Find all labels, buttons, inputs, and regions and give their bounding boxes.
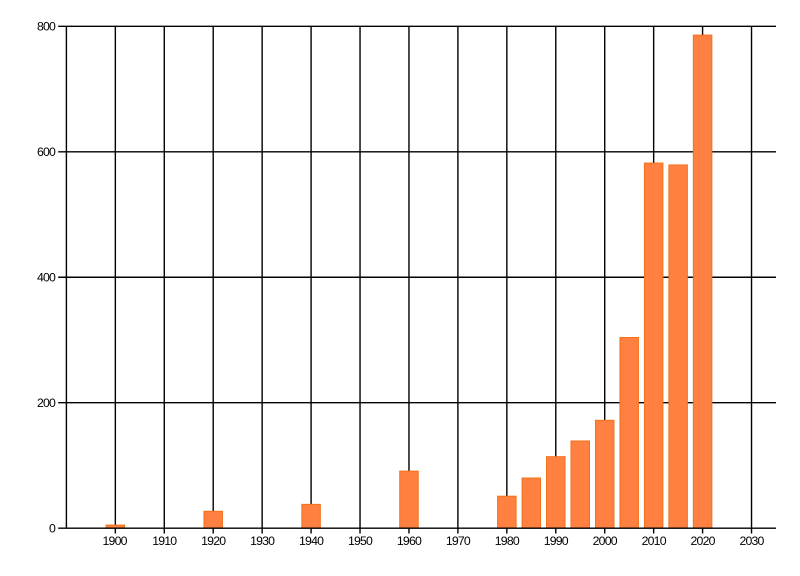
svg-text:2030: 2030 xyxy=(739,534,764,548)
svg-text:1930: 1930 xyxy=(250,534,275,548)
svg-text:2020: 2020 xyxy=(691,534,716,548)
svg-text:1940: 1940 xyxy=(299,534,324,548)
svg-text:1920: 1920 xyxy=(201,534,226,548)
svg-text:1950: 1950 xyxy=(348,534,373,548)
svg-text:400: 400 xyxy=(37,271,56,285)
svg-text:1980: 1980 xyxy=(495,534,520,548)
svg-text:600: 600 xyxy=(37,145,56,159)
svg-text:0: 0 xyxy=(49,521,56,535)
svg-text:2010: 2010 xyxy=(642,534,667,548)
svg-text:1960: 1960 xyxy=(397,534,422,548)
svg-text:1910: 1910 xyxy=(152,534,177,548)
svg-text:1990: 1990 xyxy=(544,534,569,548)
svg-text:800: 800 xyxy=(37,20,56,34)
svg-text:1900: 1900 xyxy=(103,534,128,548)
svg-text:2000: 2000 xyxy=(593,534,618,548)
svg-text:1970: 1970 xyxy=(446,534,471,548)
svg-text:200: 200 xyxy=(37,396,56,410)
